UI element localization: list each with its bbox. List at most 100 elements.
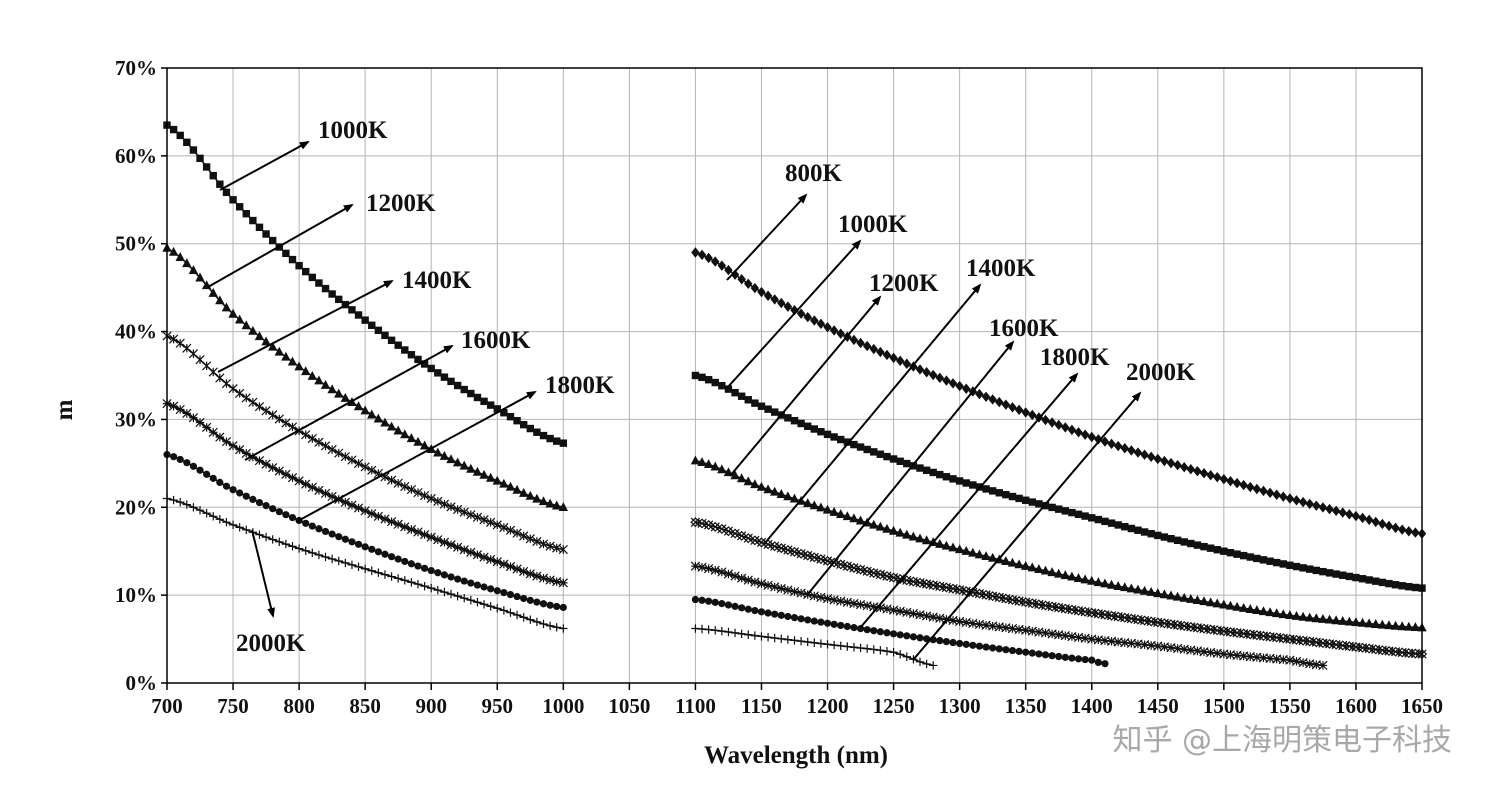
triangle-marker — [1073, 573, 1084, 582]
triangle-marker — [783, 491, 793, 501]
plus-marker — [506, 608, 515, 617]
diamond-marker — [1113, 440, 1123, 452]
square-marker — [493, 405, 501, 413]
circle-marker — [467, 579, 475, 587]
square-marker — [420, 360, 429, 368]
circle-marker — [771, 610, 779, 618]
annotation-label: 2000K — [236, 630, 306, 657]
circle-marker — [183, 459, 191, 467]
circle-marker — [995, 645, 1003, 653]
diamond-marker — [1338, 507, 1347, 518]
series-left-1000K — [163, 121, 568, 447]
plus-marker — [433, 585, 443, 595]
square-marker — [202, 163, 211, 171]
plus-marker — [915, 657, 925, 667]
square-marker — [288, 255, 297, 264]
square-marker — [962, 479, 970, 487]
plus-marker — [281, 539, 291, 549]
triangle-marker — [776, 489, 786, 498]
diamond-marker — [1285, 493, 1295, 504]
asterisk-marker — [168, 401, 179, 411]
annotation-label: 1400K — [966, 255, 1036, 282]
plus-marker — [862, 644, 872, 653]
square-marker — [863, 445, 871, 454]
diamond-marker — [1074, 427, 1083, 438]
circle-marker — [790, 614, 799, 622]
asterisk-marker — [1146, 640, 1156, 650]
triangle-marker — [1397, 621, 1407, 631]
triangle-marker — [439, 450, 450, 460]
circle-marker — [744, 605, 752, 613]
triangle-marker — [307, 370, 318, 380]
plus-marker — [829, 640, 839, 650]
square-marker — [757, 402, 766, 410]
square-marker — [1055, 505, 1063, 513]
plus-marker — [763, 633, 773, 642]
diamond-marker — [829, 325, 839, 336]
diamond-marker — [1345, 509, 1354, 520]
triangle-marker — [1120, 582, 1130, 592]
plus-marker — [499, 606, 509, 615]
plus-marker — [420, 581, 429, 591]
asterisk-marker — [202, 422, 212, 433]
circle-marker — [777, 611, 785, 619]
cross-marker — [281, 418, 291, 428]
asterisk-marker — [1073, 632, 1084, 643]
square-marker — [533, 428, 541, 436]
x-tick-label: 1150 — [741, 694, 782, 718]
asterisk-marker — [842, 597, 852, 607]
circle-marker — [1094, 658, 1102, 667]
cross-marker — [419, 490, 430, 501]
x-tick-label: 1300 — [939, 694, 981, 718]
asterisk-marker — [789, 586, 800, 597]
plus-marker — [393, 574, 403, 583]
asterisk-marker — [921, 611, 932, 621]
asterisk-marker — [175, 404, 185, 415]
diamond-marker — [1199, 468, 1209, 479]
asterisk-marker — [367, 508, 377, 519]
triangle-marker — [1106, 579, 1117, 589]
diamond-marker — [750, 282, 760, 294]
diamond-marker — [955, 380, 964, 392]
plus-marker — [202, 509, 211, 518]
diamond-marker — [1127, 445, 1136, 456]
triangle-marker — [274, 346, 284, 356]
asterisk-marker — [829, 595, 839, 605]
asterisk-marker — [1298, 657, 1308, 668]
diamond-marker — [783, 301, 793, 312]
triangle-marker — [215, 295, 225, 305]
square-marker — [1306, 565, 1314, 573]
diamond-marker — [711, 256, 720, 267]
square-marker — [526, 424, 534, 433]
triangle-marker — [360, 405, 370, 415]
square-marker — [1180, 538, 1188, 546]
series-right-1800K — [691, 595, 1109, 668]
plus-marker — [301, 546, 310, 555]
x-tick-label: 850 — [349, 694, 381, 718]
plus-marker — [724, 627, 733, 637]
asterisk-marker — [241, 448, 251, 458]
square-marker — [308, 273, 317, 282]
asterisk-marker — [1186, 645, 1196, 655]
triangle-marker — [1067, 571, 1077, 581]
plus-marker — [526, 615, 535, 624]
x-tick-label: 1350 — [1005, 694, 1047, 718]
circle-marker — [460, 577, 468, 585]
plus-marker — [929, 661, 938, 670]
square-marker — [414, 355, 422, 364]
asterisk-marker — [1318, 660, 1328, 671]
square-marker — [1299, 564, 1307, 572]
plus-marker — [209, 512, 218, 521]
circle-marker — [823, 619, 832, 627]
plus-marker — [215, 515, 225, 524]
diamond-marker — [803, 311, 812, 323]
triangle-marker — [1298, 611, 1308, 621]
triangle-marker — [908, 531, 919, 541]
triangle-marker — [221, 302, 232, 312]
cross-marker — [413, 487, 423, 498]
square-marker — [698, 373, 706, 382]
square-marker — [348, 306, 356, 314]
triangle-marker — [1027, 562, 1037, 572]
annotation-arrow — [764, 283, 982, 544]
circle-marker — [889, 630, 898, 638]
